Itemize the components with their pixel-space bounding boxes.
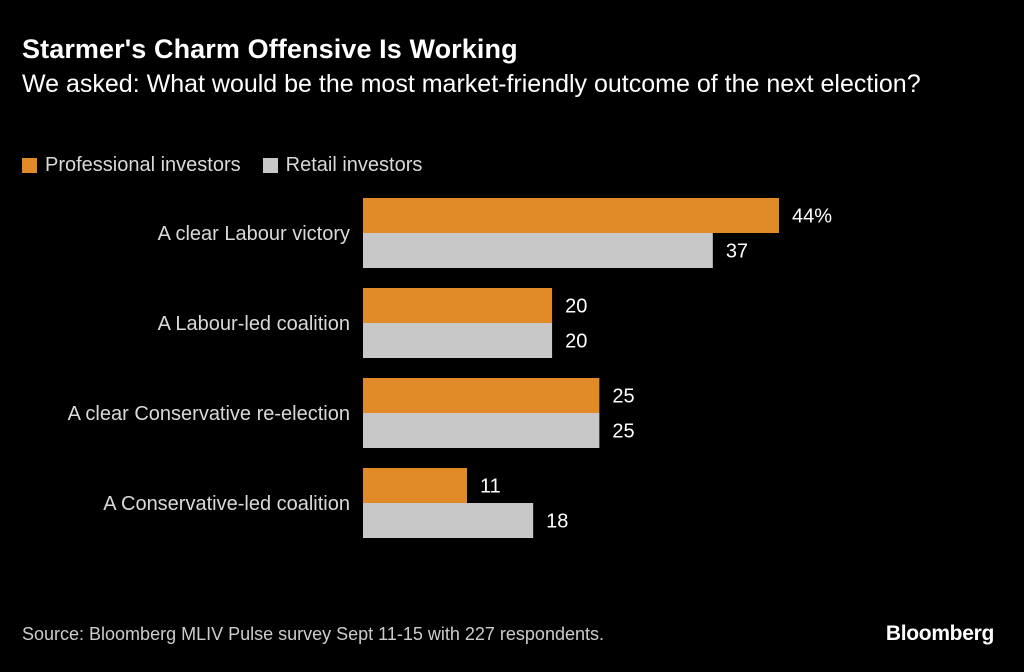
bloomberg-logo: Bloomberg (885, 622, 994, 645)
source-note: Source: Bloomberg MLIV Pulse survey Sept… (22, 624, 604, 644)
bar-retail-investors-a-labour-led-coalition (363, 323, 553, 358)
data-label-professional-investors-a-conservative-led-coalition: 11 (480, 476, 501, 498)
bar-retail-investors-a-clear-labour-victory (363, 233, 713, 268)
bar-retail-investors-a-clear-conservative-re-election (363, 413, 600, 448)
legend-item-professional: Professional investors (22, 154, 241, 177)
chart-title: Starmer's Charm Offensive Is Working (22, 34, 518, 64)
data-label-professional-investors-a-labour-led-coalition: 20 (565, 296, 587, 318)
data-label-retail-investors-a-clear-conservative-re-election: 25 (612, 421, 634, 443)
legend-swatch-retail (262, 157, 278, 173)
data-label-retail-investors-a-conservative-led-coalition: 18 (546, 511, 568, 533)
data-label-professional-investors-a-clear-conservative-re-election: 25 (612, 386, 634, 408)
legend-label-professional: Professional investors (45, 153, 241, 176)
category-label-a-conservative-led-coalition: A Conservative-led coalition (103, 493, 350, 515)
legend: Professional investors Retail investors (22, 150, 444, 180)
legend-item-retail: Retail investors (262, 153, 423, 177)
legend-swatch-professional (22, 157, 37, 173)
bar-professional-investors-a-conservative-led-coalition (363, 468, 467, 503)
data-label-retail-investors-a-labour-led-coalition: 20 (565, 331, 587, 353)
bar-retail-investors-a-conservative-led-coalition (363, 503, 534, 538)
bar-chart: A clear Labour victory 44% 37 A Labour-led … (68, 198, 832, 538)
bar-professional-investors-a-clear-conservative-re-election (363, 378, 600, 413)
category-label-a-clear-labour-victory: A clear Labour victory (158, 223, 350, 245)
category-label-a-labour-led-coalition: A Labour-led coalition (158, 313, 350, 335)
legend-label-retail: Retail investors (285, 153, 423, 176)
category-label-a-clear-conservative-re-election: A clear Conservative re-election (68, 403, 350, 425)
data-label-professional-investors-a-clear-labour-victory: 44% (792, 206, 832, 228)
data-label-retail-investors-a-clear-labour-victory: 37 (726, 241, 748, 263)
bar-professional-investors-a-labour-led-coalition (363, 288, 553, 323)
chart-subtitle: We asked: What would be the most market-… (22, 70, 921, 98)
bar-professional-investors-a-clear-labour-victory (363, 198, 779, 233)
